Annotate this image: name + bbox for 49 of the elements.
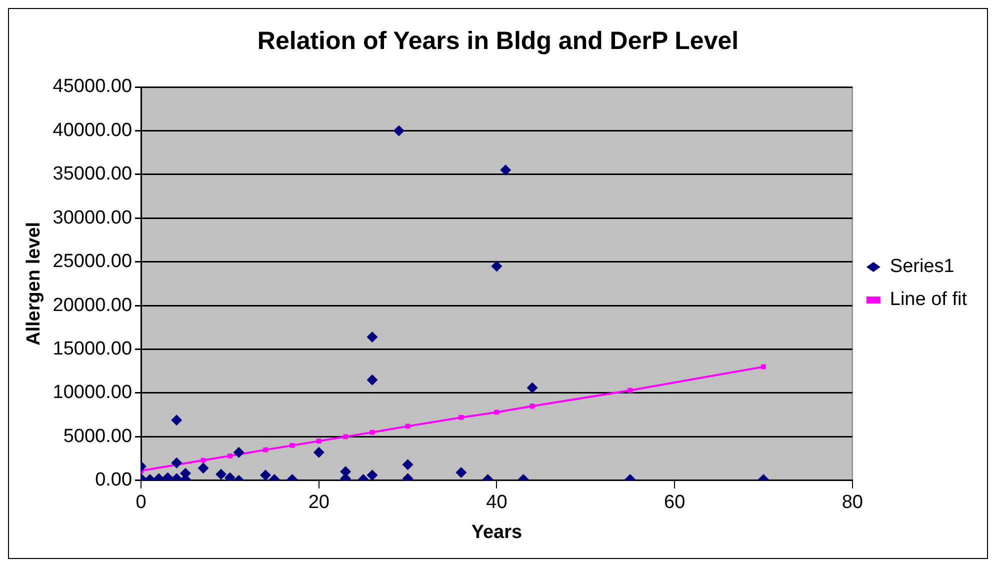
y-tick-label: 0.00 xyxy=(95,470,132,491)
point xyxy=(494,410,500,415)
point xyxy=(171,414,182,426)
point xyxy=(402,459,414,470)
point xyxy=(198,462,209,474)
y-tick-label: 10000.00 xyxy=(52,382,132,404)
y-tick-label: 20000.00 xyxy=(52,294,132,316)
x-tick-label: 20 xyxy=(308,492,330,514)
chart-title: Relation of Years in Bldg and DerP Level xyxy=(257,26,739,55)
x-tick-label: 60 xyxy=(664,492,686,514)
y-tick-label: 15000.00 xyxy=(52,338,132,360)
point xyxy=(491,260,502,272)
point xyxy=(370,430,375,435)
point xyxy=(216,468,227,480)
point xyxy=(366,374,378,386)
y-tick-label: 45000.00 xyxy=(52,76,132,98)
y-tick-label: 5000.00 xyxy=(63,426,132,447)
point xyxy=(260,470,272,480)
point xyxy=(343,434,348,440)
point xyxy=(313,446,324,458)
y-tick-label: 25000.00 xyxy=(52,251,132,272)
point xyxy=(530,404,535,409)
point xyxy=(227,453,232,458)
point xyxy=(366,470,378,480)
point xyxy=(316,438,322,444)
point xyxy=(761,364,766,370)
point xyxy=(263,447,268,452)
y-tick-label: 40000.00 xyxy=(52,120,132,141)
x-axis-title: Years xyxy=(471,522,522,543)
point xyxy=(366,332,378,343)
point xyxy=(526,382,538,394)
point xyxy=(233,446,244,458)
point xyxy=(393,125,404,136)
y-tick-label: 30000.00 xyxy=(52,207,132,228)
x-tick-label: 40 xyxy=(486,492,508,514)
x-tick-label: 0 xyxy=(136,492,146,514)
point xyxy=(405,424,410,429)
y-tick-label: 35000.00 xyxy=(52,164,132,185)
point xyxy=(456,467,467,478)
point xyxy=(290,442,295,448)
point xyxy=(171,457,182,468)
x-tick-label: 80 xyxy=(842,492,863,514)
point xyxy=(628,388,633,393)
point xyxy=(458,414,464,420)
legend-label: Line of fit xyxy=(890,289,968,310)
point xyxy=(200,458,206,463)
y-axis-title: Allergen level xyxy=(24,222,45,346)
point xyxy=(500,164,512,176)
legend-label: Series1 xyxy=(890,256,954,278)
